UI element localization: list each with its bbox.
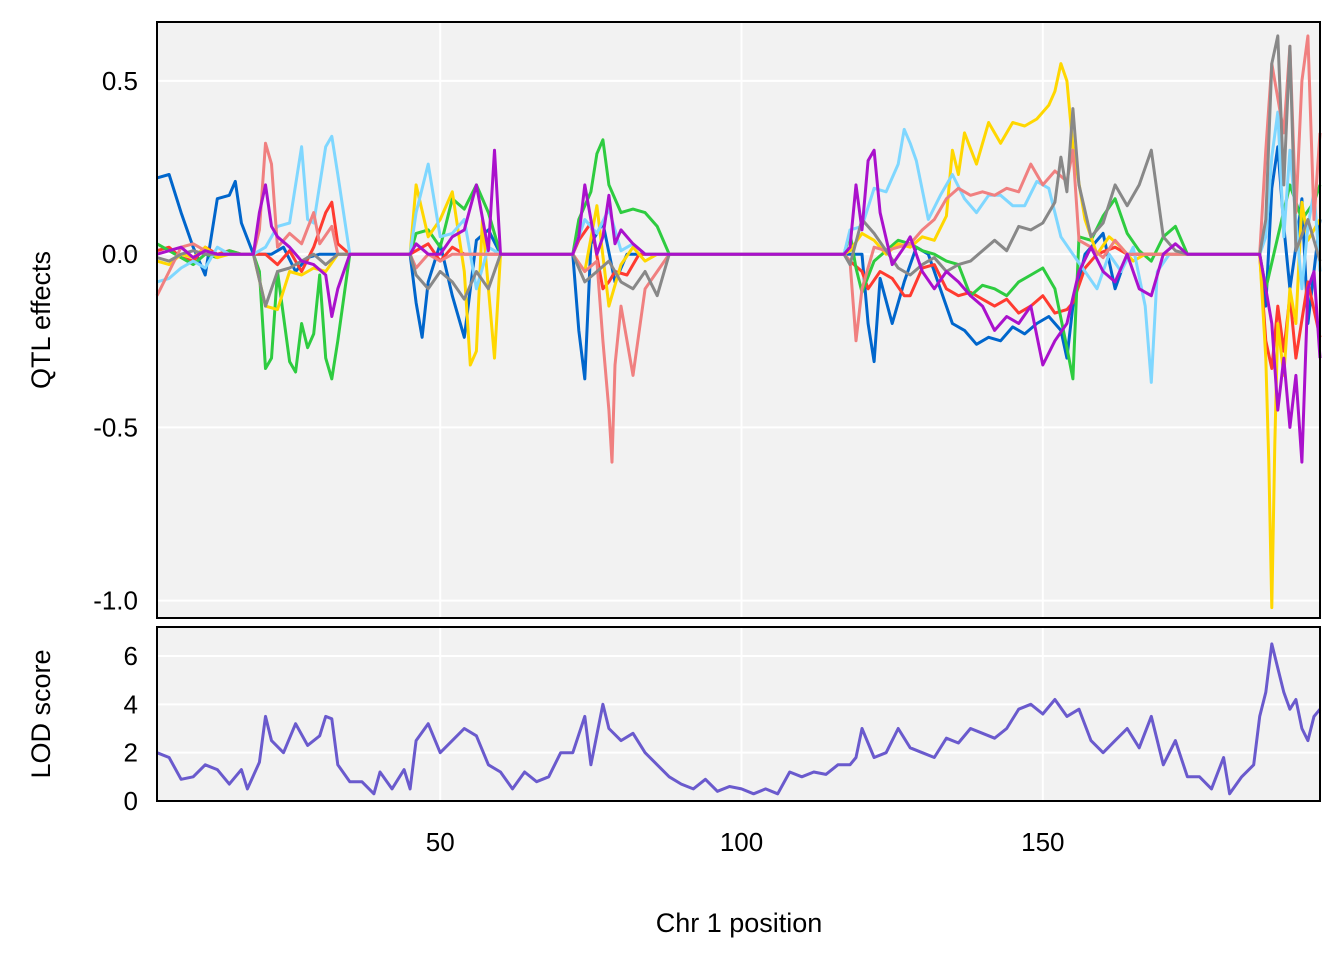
effects-series-line-7 [156, 34, 1322, 308]
lod-y-tick-label: 2 [124, 738, 138, 768]
lod-panel-border [156, 626, 1321, 802]
x-tick-label: 100 [720, 827, 763, 857]
lod-y-tick-label: 0 [124, 786, 138, 816]
effects-panel: -1.0 -0.5 0.0 0.5 QTL effects [26, 21, 1322, 619]
lod-y-ticks: 0 2 4 6 [124, 641, 138, 816]
lod-panel: 0 2 4 6 50 100 150 LOD score Chr 1 position [26, 626, 1322, 938]
effects-y-ticks: -1.0 -0.5 0.0 0.5 [93, 66, 138, 616]
x-tick-label: 150 [1021, 827, 1064, 857]
x-tick-label: 50 [426, 827, 455, 857]
lod-panel-background [157, 627, 1320, 801]
lod-series-line-1 [156, 642, 1322, 796]
lod-y-tick-label: 6 [124, 641, 138, 671]
effects-y-tick-label: 0.5 [102, 66, 138, 96]
effects-series-group [155, 34, 1322, 610]
effects-panel-border [156, 21, 1321, 619]
x-axis-title: Chr 1 position [656, 908, 823, 938]
effects-y-tick-label: 0.0 [102, 239, 138, 269]
effects-series-line-8 [156, 148, 1322, 464]
lod-y-axis-title: LOD score [26, 649, 56, 778]
lod-series-group [156, 642, 1322, 796]
effects-y-tick-label: -0.5 [93, 412, 138, 442]
effects-panel-background [157, 22, 1320, 618]
lod-y-tick-label: 4 [124, 689, 138, 719]
effects-y-tick-label: -1.0 [93, 586, 138, 616]
effects-series-line-3 [156, 138, 1322, 381]
x-ticks: 50 100 150 [426, 827, 1065, 857]
effects-y-axis-title: QTL effects [26, 251, 56, 389]
